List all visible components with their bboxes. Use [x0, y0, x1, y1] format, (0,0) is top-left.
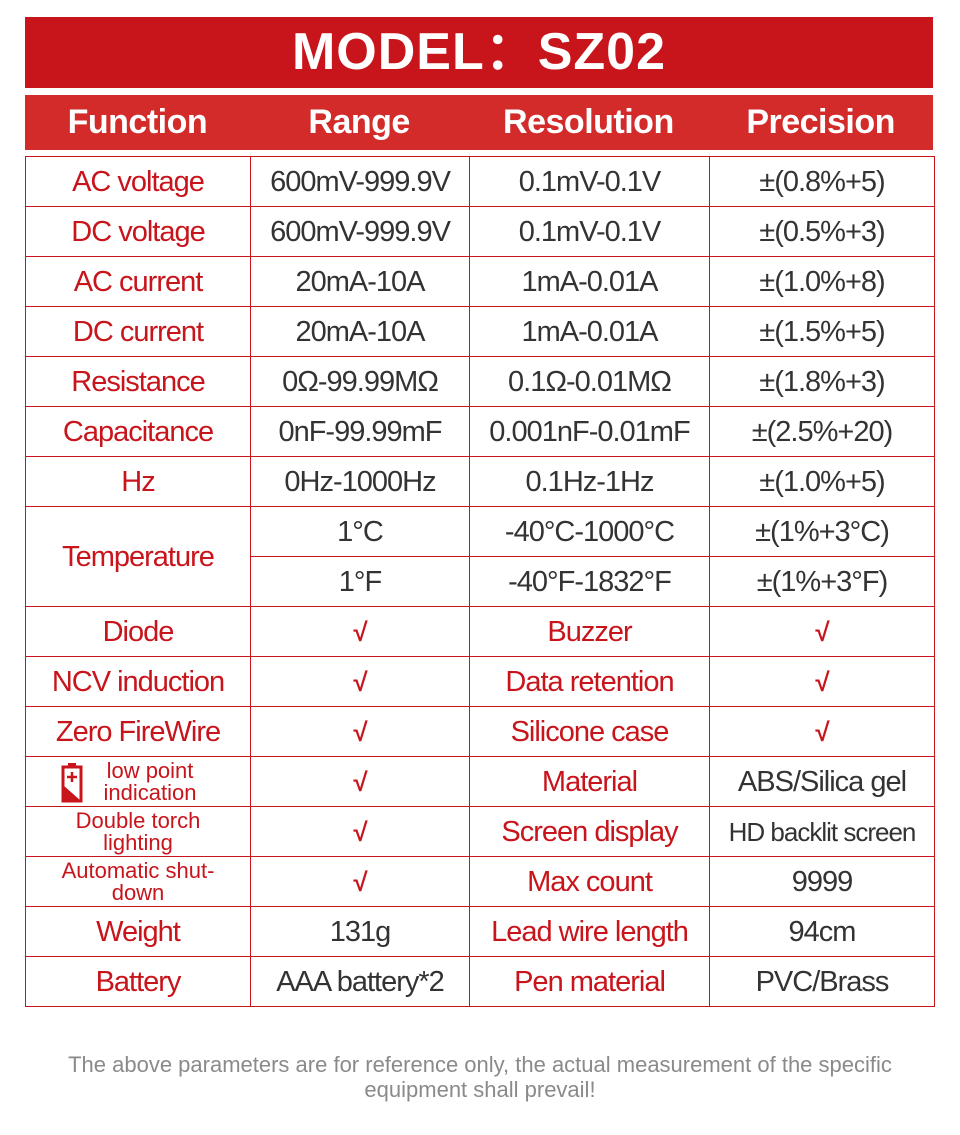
column-header: Function — [67, 103, 208, 141]
table-cell: NCV induction — [25, 656, 251, 707]
table-cell: 0.1Ω-0.01MΩ — [469, 356, 710, 407]
table-row: Battery AAA battery*2 Pen material PVC/Bras… — [25, 956, 935, 1007]
table-row: 1°F -40°F-1832°F ±(1%+3°F) — [26, 556, 935, 607]
table-row: NCV induction √ Data retention √ — [25, 656, 935, 707]
table-cell: low point indication — [25, 756, 251, 807]
table-cell: Pen material — [469, 956, 710, 1007]
table-cell: 0Ω-99.99MΩ — [250, 356, 470, 407]
table-row: Diode √ Buzzer √ — [25, 606, 935, 657]
table-cell: √ — [250, 856, 470, 907]
table-cell: √ — [250, 706, 470, 757]
table-cell: √ — [250, 806, 470, 857]
cell-text: low point indication — [103, 757, 197, 805]
table-cell: ±(0.8%+5) — [709, 156, 935, 207]
table-cell: 1mA-0.01A — [469, 256, 710, 307]
table-cell: ±(1.5%+5) — [709, 306, 935, 357]
table-cell: 0.001nF-0.01mF — [469, 406, 710, 457]
table-cell: 0Hz-1000Hz — [250, 456, 470, 507]
table-cell: Buzzer — [469, 606, 710, 657]
table-cell: Zero FireWire — [25, 706, 251, 757]
cell-text: Automatic shut-down — [61, 857, 215, 905]
table-cell: ±(1.8%+3) — [709, 356, 935, 407]
table-cell: 1mA-0.01A — [469, 306, 710, 357]
table-cell: Screen display — [469, 806, 710, 857]
table-cell: 94cm — [709, 906, 935, 957]
table-cell: Capacitance — [25, 406, 251, 457]
table-cell: ±(1%+3°F) — [709, 556, 935, 607]
table-row: Hz 0Hz-1000Hz 0.1Hz-1Hz ±(1.0%+5) — [25, 456, 935, 507]
table-cell: DC voltage — [25, 206, 251, 257]
table-cell: 9999 — [709, 856, 935, 907]
table-cell: ABS/Silica gel — [709, 756, 935, 807]
table-cell: √ — [250, 606, 470, 657]
title: MODEL：SZ02 — [25, 17, 933, 88]
table-cell: √ — [709, 706, 935, 757]
table-cell: 0nF-99.99mF — [250, 406, 470, 457]
table-cell: √ — [250, 656, 470, 707]
table-cell: 1°C — [250, 506, 470, 557]
table-row: Temperature 1°C -40°C-1000°C ±(1%+3°C) — [25, 506, 935, 607]
table-cell: √ — [709, 656, 935, 707]
table-cell: AC current — [25, 256, 251, 307]
table-cell: 600mV-999.9V — [250, 156, 470, 207]
table-cell: Silicone case — [469, 706, 710, 757]
table-cell: DC current — [25, 306, 251, 357]
table-cell: Battery — [25, 956, 251, 1007]
table-cell: Double torch lighting — [25, 806, 251, 857]
table-cell: Temperature — [25, 506, 251, 607]
table-cell: HD backlit screen — [709, 806, 935, 857]
table-cell: ±(2.5%+20) — [709, 406, 935, 457]
table-row: DC voltage 600mV-999.9V 0.1mV-0.1V ±(0.5%+3… — [25, 206, 935, 257]
table-cell: ±(1%+3°C) — [709, 506, 935, 557]
table-cell: 1°F — [250, 556, 470, 607]
table-cell: 131g — [250, 906, 470, 957]
header-row: Function Range Resolution Precision — [25, 95, 933, 150]
footnote: The above parameters are for reference o… — [68, 1052, 892, 1102]
table-row: Resistance 0Ω-99.99MΩ 0.1Ω-0.01MΩ ±(1.8%+3) — [25, 356, 935, 407]
table-cell: -40°C-1000°C — [469, 506, 710, 557]
table-row: Double torch lighting √ Screen display HD b… — [25, 806, 935, 857]
table-cell: 0.1mV-0.1V — [469, 206, 710, 257]
table-cell: Lead wire length — [469, 906, 710, 957]
table-cell: -40°F-1832°F — [469, 556, 710, 607]
column-header: Resolution — [503, 103, 674, 141]
table-cell: √ — [709, 606, 935, 657]
table-cell: Max count — [469, 856, 710, 907]
table-cell: 0.1mV-0.1V — [469, 156, 710, 207]
table-cell: Data retention — [469, 656, 710, 707]
column-header: Range — [308, 103, 410, 141]
table-cell: AC voltage — [25, 156, 251, 207]
table-cell: Weight — [25, 906, 251, 957]
table-cell: ±(0.5%+3) — [709, 206, 935, 257]
table-cell: Diode — [25, 606, 251, 657]
battery-icon — [61, 762, 83, 802]
table-row: Automatic shut-down √ Max count 9999 — [25, 856, 935, 907]
table-cell: 20mA-10A — [250, 306, 470, 357]
table-row: AC voltage 600mV-999.9V 0.1mV-0.1V ±(0.8%+5… — [25, 156, 935, 207]
table-row: AC current 20mA-10A 1mA-0.01A ±(1.0%+8) — [25, 256, 935, 307]
table-cell: Hz — [25, 456, 251, 507]
table-row: Capacitance 0nF-99.99mF 0.001nF-0.01mF ±(2.… — [25, 406, 935, 457]
table-cell: PVC/Brass — [709, 956, 935, 1007]
spec-table: AC voltage 600mV-999.9V 0.1mV-0.1V ±(0.8%+5… — [25, 156, 935, 1007]
column-header: Precision — [746, 103, 895, 141]
table-row: low point indication √ Material ABS/Silica … — [25, 756, 935, 807]
table-cell: 20mA-10A — [250, 256, 470, 307]
table-cell: Resistance — [25, 356, 251, 407]
table-cell: 0.1Hz-1Hz — [469, 456, 710, 507]
table-cell: √ — [250, 756, 470, 807]
table-row: Zero FireWire √ Silicone case √ — [25, 706, 935, 757]
table-cell: Material — [469, 756, 710, 807]
table-cell: AAA battery*2 — [250, 956, 470, 1007]
cell-text: Double torch lighting — [75, 807, 201, 855]
table-cell: ±(1.0%+8) — [709, 256, 935, 307]
table-cell: Automatic shut-down — [25, 856, 251, 907]
table-cell: ±(1.0%+5) — [709, 456, 935, 507]
table-row: DC current 20mA-10A 1mA-0.01A ±(1.5%+5) — [25, 306, 935, 357]
table-cell: 600mV-999.9V — [250, 206, 470, 257]
table-row: Weight 131g Lead wire length 94cm — [25, 906, 935, 957]
